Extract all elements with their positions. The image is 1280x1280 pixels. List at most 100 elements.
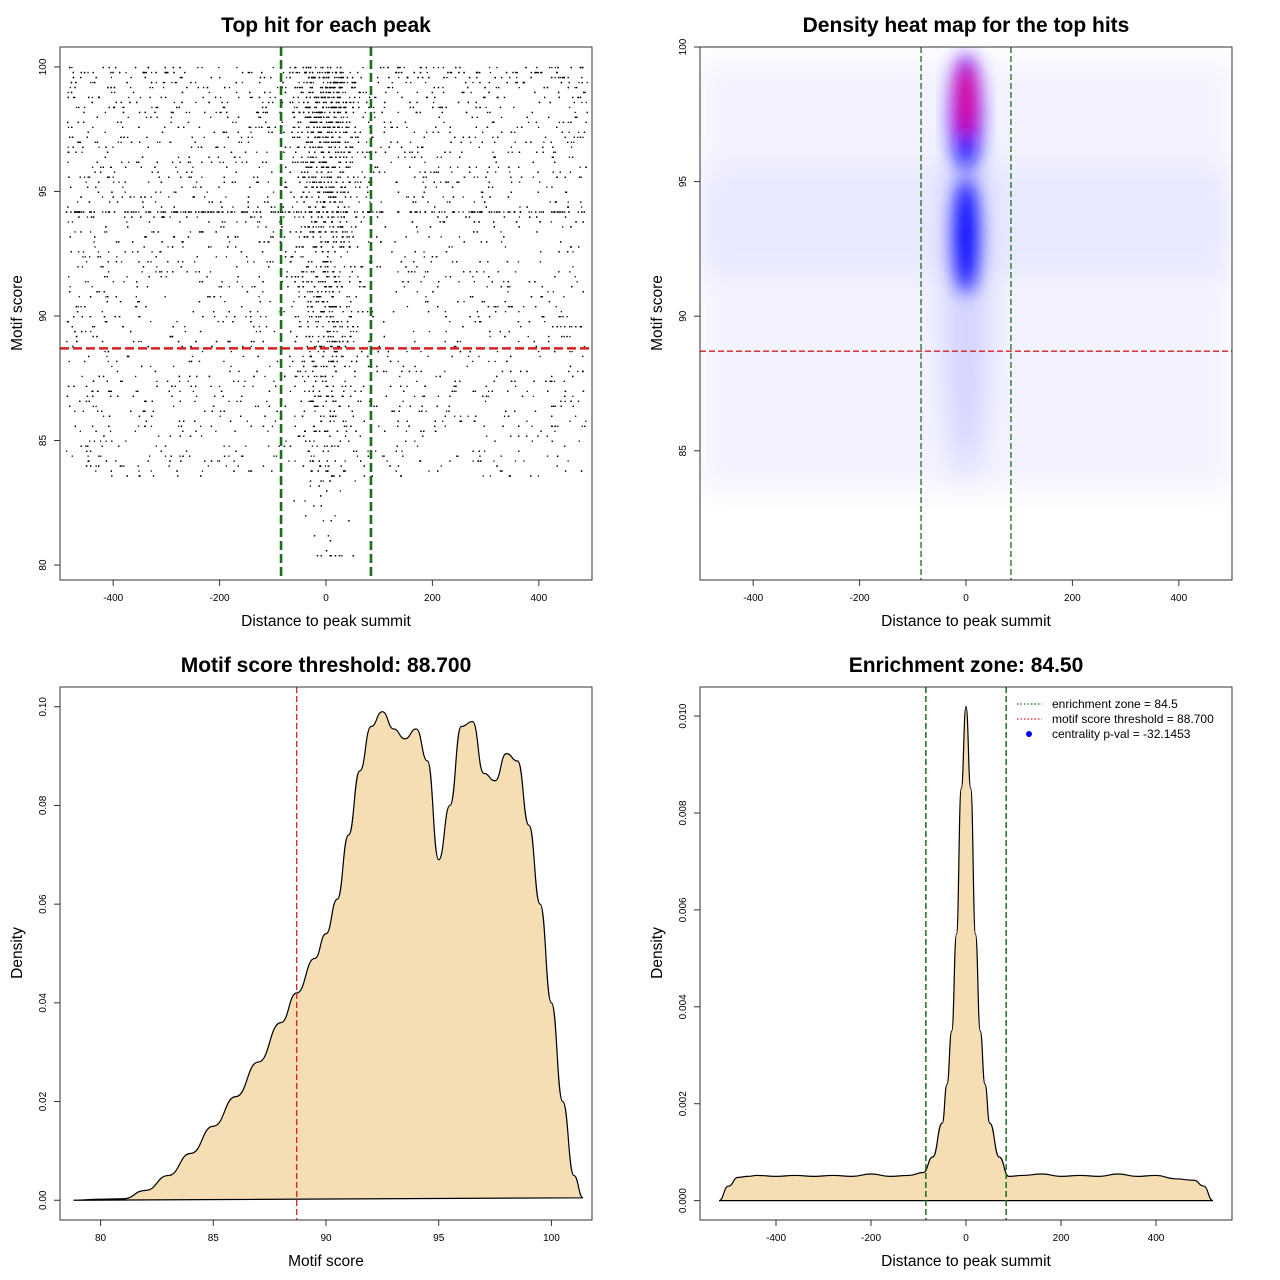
scatter-point [463,301,465,303]
scatter-point [69,286,71,288]
scatter-point [333,420,335,422]
scatter-point [306,166,308,168]
scatter-point [246,420,248,422]
scatter-point [203,136,205,138]
scatter-point [174,211,176,213]
scatter-point [173,101,175,104]
scatter-point [586,111,588,114]
scatter-point [258,126,260,128]
scatter-point [295,66,297,69]
scatter-point [332,231,334,233]
scatter-point [364,111,366,114]
scatter-point [92,335,94,338]
scatter-point [109,430,112,432]
scatter-point [71,221,74,223]
scatter-point [570,141,572,143]
scatter-point [321,420,323,422]
scatter-point [219,161,221,163]
scatter-point [162,86,165,89]
scatter-point [92,390,94,392]
scatter-point [258,241,260,243]
scatter-point [236,221,238,223]
scatter-point [331,86,333,89]
scatter-point [258,221,261,223]
scatter-point [569,350,571,353]
scatter-point [250,345,253,348]
scatter-point [322,520,325,522]
scatter-point [286,271,288,273]
scatter-point [144,400,146,402]
scatter-point [351,161,354,163]
scatter-point [354,131,356,133]
scatter-point [294,216,296,218]
scatter-point [311,186,313,188]
scatter-point [294,251,296,253]
scatter-point [552,171,554,173]
scatter-point [323,141,325,143]
scatter-point [145,116,148,118]
scatter-point [315,266,317,268]
scatter-point [323,415,325,417]
scatter-point [390,126,392,128]
scatter-point [414,271,416,273]
scatter-point [277,86,279,89]
scatter-point [204,211,207,213]
scatter-point [86,261,88,263]
scatter-point [340,321,343,323]
scatter-point [398,76,400,79]
scatter-point [257,226,259,228]
scatter-point [304,106,307,109]
scatter-point [321,171,323,173]
scatter-point [393,410,396,412]
scatter-point [170,116,172,118]
scatter-point [388,86,390,89]
scatter-point [476,211,479,213]
scatter-point [315,156,317,158]
scatter-point [329,146,331,148]
scatter-point [308,91,310,94]
scatter-point [474,420,476,422]
scatter-point [177,425,180,427]
scatter-point [78,296,80,298]
scatter-point [330,146,333,148]
scatter-point [324,221,327,223]
scatter-point [241,286,244,288]
scatter-point [332,335,334,338]
scatter-point [208,91,210,94]
scatter-point [380,201,382,203]
scatter-point [252,385,254,387]
scatter-point [105,440,107,442]
scatter-point [201,66,203,69]
scatter-point [499,330,501,333]
scatter-point [127,136,129,138]
scatter-point [440,156,442,158]
scatter-point [315,121,317,123]
scatter-point [374,96,376,99]
scatter-point [126,276,128,278]
scatter-point [440,465,442,467]
scatter-point [218,211,220,213]
scatter-point [95,430,97,432]
scatter-point [569,271,571,273]
scatter-point [359,435,361,437]
scatter-point [450,71,453,74]
scatter-point [557,425,559,427]
scatter-point [92,71,94,74]
scatter-point [77,141,79,143]
scatter-point [89,316,92,318]
scatter-point [334,201,337,203]
scatter-point [92,81,94,84]
scatter-point [346,231,348,233]
scatter-point [255,126,257,128]
scatter-point [329,345,332,348]
scatter-point [158,271,161,273]
scatter-point [241,81,243,84]
scatter-point [449,201,451,203]
scatter-point [256,151,258,153]
scatter-point [478,355,480,358]
scatter-point [397,156,400,158]
scatter-point [171,211,173,213]
scatter-point [188,111,190,114]
scatter-point [344,460,346,462]
scatter-point [376,370,378,373]
